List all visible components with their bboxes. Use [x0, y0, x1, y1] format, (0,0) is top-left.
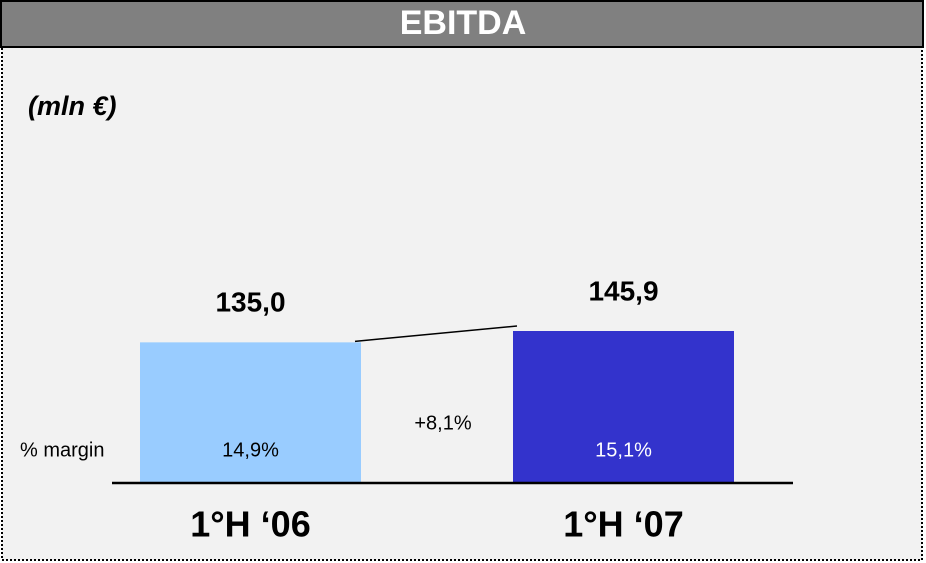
value-label: 145,9 [588, 275, 658, 306]
value-label: 135,0 [215, 287, 285, 318]
x-tick-label: 1°H ‘06 [190, 504, 310, 545]
title-bar [0, 0, 924, 48]
margin-label: 14,9% [222, 439, 279, 461]
margin-caption: % margin [20, 439, 104, 461]
bar [140, 342, 361, 483]
growth-label: +8,1% [414, 412, 471, 434]
subtitle: (mln €) [28, 91, 117, 121]
connector [354, 325, 518, 343]
x-tick-label: 1°H ‘07 [563, 504, 683, 545]
chart-title: EBITDA [400, 4, 527, 42]
margin-label: 15,1% [595, 439, 652, 461]
bar [513, 331, 734, 483]
